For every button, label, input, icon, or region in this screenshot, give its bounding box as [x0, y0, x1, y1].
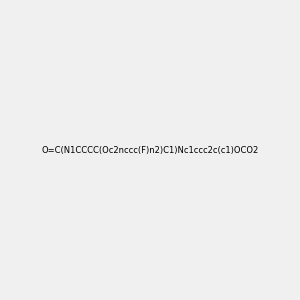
Text: O=C(N1CCCC(Oc2nccc(F)n2)C1)Nc1ccc2c(c1)OCO2: O=C(N1CCCC(Oc2nccc(F)n2)C1)Nc1ccc2c(c1)O…: [41, 146, 259, 154]
